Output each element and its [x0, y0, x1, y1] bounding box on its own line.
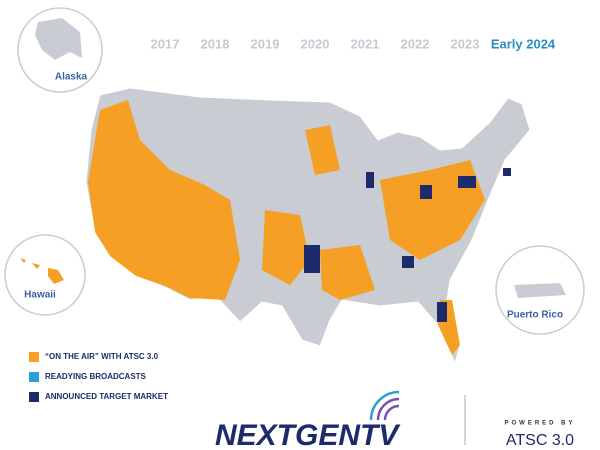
alaska-shape [35, 18, 82, 60]
legend-label: “ON THE AIR” WITH ATSC 3.0 [45, 352, 159, 361]
inset-label: Hawaii [24, 290, 56, 301]
brand-logo: NEXTGENTV [215, 419, 401, 450]
timeline-year[interactable]: 2018 [201, 36, 230, 51]
target-market [366, 172, 374, 188]
target-market [402, 256, 414, 268]
target-market [420, 185, 432, 199]
target-market [304, 245, 320, 273]
timeline-current[interactable]: Early 2024 [491, 36, 556, 51]
central-region [262, 210, 310, 285]
legend-swatch [29, 392, 39, 402]
hawaii-shape [20, 258, 64, 284]
target-market [437, 302, 447, 322]
timeline-year[interactable]: 2020 [301, 36, 330, 51]
on-air-regions [88, 100, 485, 355]
inset-puerto-rico: Puerto Rico [495, 245, 585, 335]
logo-waves [369, 390, 400, 421]
legend: “ON THE AIR” WITH ATSC 3.0 READYING BROAD… [29, 352, 168, 402]
legend-label: ANNOUNCED TARGET MARKET [45, 392, 168, 401]
target-market [458, 176, 476, 188]
timeline-year[interactable]: 2022 [401, 36, 430, 51]
legend-swatch [29, 352, 39, 362]
standard-logo: ATSC 3.0 [506, 432, 574, 449]
west-region [88, 100, 240, 300]
inset-label: Puerto Rico [507, 310, 563, 321]
north-region [305, 125, 340, 175]
target-market [503, 168, 511, 176]
timeline-year[interactable]: 2023 [451, 36, 480, 51]
inset-label: Alaska [55, 72, 88, 83]
timeline-year[interactable]: 2021 [351, 36, 380, 51]
legend-swatch [29, 372, 39, 382]
us-map [85, 87, 531, 365]
inset-circle [4, 234, 86, 316]
timeline: 2017 2018 2019 2020 2021 2022 2023 Early 2024 [151, 36, 556, 51]
timeline-year[interactable]: 2019 [251, 36, 280, 51]
target-markets [304, 168, 511, 322]
timeline-year[interactable]: 2017 [151, 36, 180, 51]
south-region [320, 245, 375, 300]
puerto-rico-shape [514, 283, 566, 298]
legend-label: READYING BROADCASTS [45, 372, 147, 381]
inset-alaska: Alaska [17, 7, 103, 93]
inset-hawaii: Hawaii [4, 234, 86, 316]
powered-by: POWERED BY [504, 421, 575, 427]
logo: NEXTGENTV POWERED BY ATSC 3.0 [215, 390, 575, 450]
